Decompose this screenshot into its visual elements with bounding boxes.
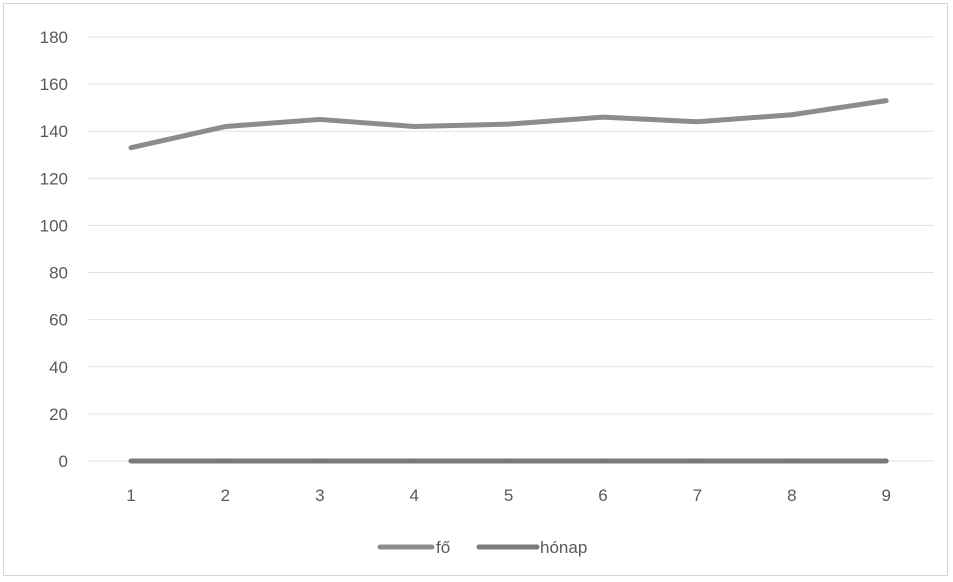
y-tick-label: 120: [40, 169, 68, 188]
data-point: [884, 459, 889, 464]
x-tick-label: 5: [504, 486, 513, 505]
data-point: [695, 459, 700, 464]
chart-frame: 0 20 40 60 80 100 120 140 160 180 1 2 3 4 5 6 7 8 9 fő hón…: [3, 3, 948, 576]
x-tick-label: 9: [881, 486, 890, 505]
y-tick-label: 20: [49, 405, 68, 424]
y-axis-tick-labels: 0 20 40 60 80 100 120 140 160 180: [40, 28, 68, 471]
data-point: [506, 459, 511, 464]
data-point: [789, 459, 794, 464]
data-point: [129, 145, 134, 150]
data-point: [317, 117, 322, 122]
x-tick-label: 3: [315, 486, 324, 505]
legend-label: hónap: [540, 538, 587, 557]
y-tick-label: 160: [40, 75, 68, 94]
x-axis-tick-labels: 1 2 3 4 5 6 7 8 9: [126, 486, 891, 505]
legend-label: fő: [436, 538, 450, 557]
data-point: [695, 119, 700, 124]
data-point: [223, 124, 228, 129]
x-tick-label: 7: [693, 486, 702, 505]
data-point: [317, 459, 322, 464]
y-tick-label: 60: [49, 311, 68, 330]
data-point: [601, 115, 606, 120]
data-point: [129, 459, 134, 464]
data-point: [789, 112, 794, 117]
data-point: [601, 459, 606, 464]
data-point: [412, 459, 417, 464]
x-tick-label: 8: [787, 486, 796, 505]
legend: fő hónap: [377, 538, 587, 557]
data-point: [506, 122, 511, 127]
y-tick-label: 100: [40, 216, 68, 235]
x-tick-label: 4: [409, 486, 418, 505]
series-line-0: [128, 98, 889, 151]
x-tick-label: 1: [126, 486, 135, 505]
data-point: [223, 459, 228, 464]
data-point: [412, 124, 417, 129]
gridlines: [87, 36, 934, 462]
y-tick-label: 140: [40, 122, 68, 141]
y-tick-label: 180: [40, 28, 68, 47]
y-tick-label: 0: [59, 452, 68, 471]
line-chart: 0 20 40 60 80 100 120 140 160 180 1 2 3 4 5 6 7 8 9 fő hón…: [40, 28, 934, 557]
y-tick-label: 80: [49, 264, 68, 283]
series-lines: [128, 98, 889, 464]
x-tick-label: 2: [221, 486, 230, 505]
data-point: [884, 98, 889, 103]
y-tick-label: 40: [49, 358, 68, 377]
x-tick-label: 6: [598, 486, 607, 505]
